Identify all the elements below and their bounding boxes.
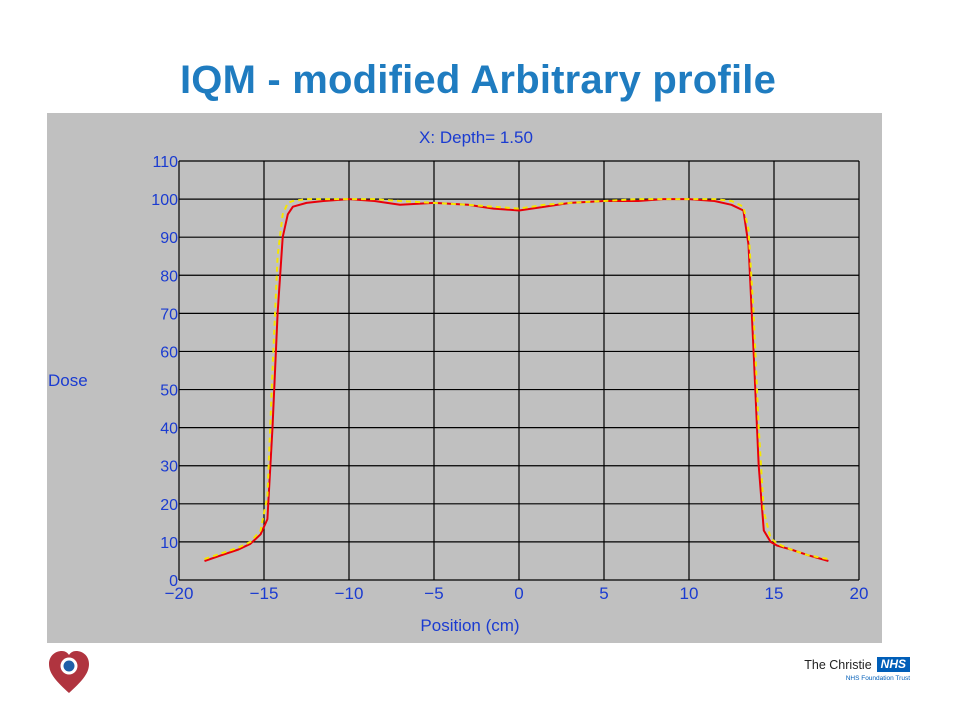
chart-panel: X: Depth= 1.50 Dose Position (cm) −20 −15… [47, 113, 882, 643]
heart-pin-icon [48, 650, 90, 694]
x-tick-label: −10 [335, 584, 364, 603]
branding: The Christie NHS NHS Foundation Trust [804, 657, 910, 682]
y-tick-label: 50 [160, 383, 178, 400]
x-tick-label: 5 [599, 584, 608, 603]
x-tick-label: 10 [680, 584, 699, 603]
brand-name: The Christie [804, 657, 872, 672]
nhs-badge: NHS [876, 657, 910, 672]
x-tick-label: −20 [165, 584, 194, 603]
y-tick-label: 80 [160, 268, 178, 285]
y-tick-label: 0 [169, 573, 178, 590]
x-tick-label: 20 [850, 584, 869, 603]
series-line-1 [204, 198, 829, 562]
y-tick-label: 100 [151, 192, 178, 209]
y-tick-label: 70 [160, 306, 178, 323]
dose-profile-chart: X: Depth= 1.50 Dose Position (cm) −20 −15… [48, 128, 868, 635]
tick-labels: −20 −15 −10 −5 0 5 10 15 20 0 10 20 30 40 50 60 70 80 90 10… [151, 154, 868, 603]
y-tick-label: 90 [160, 230, 178, 247]
x-axis-label: Position (cm) [420, 616, 519, 635]
y-tick-label: 20 [160, 497, 178, 514]
x-tick-label: 15 [765, 584, 784, 603]
chart-title: X: Depth= 1.50 [419, 128, 533, 147]
brand-subtitle: NHS Foundation Trust [845, 675, 910, 682]
slide-title: IQM - modified Arbitrary profile [179, 58, 777, 102]
y-tick-label: 30 [160, 459, 178, 476]
grid [178, 160, 860, 581]
series-layer [204, 198, 829, 562]
y-tick-label: 40 [160, 421, 178, 438]
x-tick-label: −15 [250, 584, 279, 603]
series-line-2 [204, 198, 829, 561]
y-tick-label: 10 [160, 535, 178, 552]
y-axis-label: Dose [48, 371, 88, 390]
x-tick-label: −5 [424, 584, 443, 603]
y-tick-label: 110 [152, 154, 178, 171]
x-tick-label: 0 [514, 584, 523, 603]
y-tick-label: 60 [160, 344, 178, 361]
